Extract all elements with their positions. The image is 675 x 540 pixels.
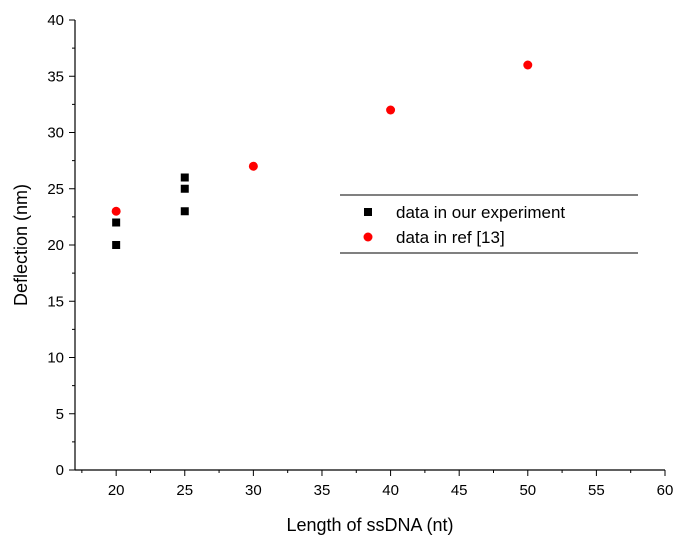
legend-label-our-experiment: data in our experiment <box>396 203 565 222</box>
y-tick-label: 30 <box>47 125 64 142</box>
x-tick-label: 25 <box>176 482 193 499</box>
point-series-0 <box>180 207 189 216</box>
point-series-1 <box>386 105 396 115</box>
x-tick-label: 55 <box>588 482 605 499</box>
x-ticks: 20 25 30 35 40 45 50 55 60 <box>81 470 674 499</box>
point-series-1 <box>523 60 533 70</box>
x-tick-label: 50 <box>519 482 536 499</box>
point-series-0 <box>112 241 121 249</box>
y-tick-label: 15 <box>47 293 64 310</box>
x-tick-label: 30 <box>245 482 262 499</box>
y-tick-label: 35 <box>47 68 64 85</box>
axes <box>74 20 665 471</box>
y-tick-label: 25 <box>47 181 64 198</box>
x-tick-label: 20 <box>108 482 125 499</box>
y-tick-label: 40 <box>47 12 64 29</box>
x-tick-label: 45 <box>451 482 468 499</box>
x-axis-title: Length of ssDNA (nt) <box>286 515 453 535</box>
legend-label-ref-13: data in ref [13] <box>396 228 505 247</box>
x-tick-label: 40 <box>382 482 399 499</box>
x-tick-label: 35 <box>314 482 331 499</box>
data-points <box>111 60 533 249</box>
y-tick-label: 20 <box>47 237 64 254</box>
y-ticks: 0 5 10 15 20 25 30 35 40 <box>47 12 75 479</box>
point-series-0 <box>180 173 189 182</box>
y-tick-label: 10 <box>47 350 64 367</box>
y-tick-label: 5 <box>56 406 64 423</box>
point-series-0 <box>112 218 121 227</box>
point-series-1 <box>111 206 121 216</box>
point-series-0 <box>180 184 189 193</box>
legend: data in our experiment data in ref [13] <box>340 194 638 254</box>
point-series-1 <box>248 161 258 171</box>
y-axis-title: Deflection (nm) <box>11 184 31 306</box>
x-tick-label: 60 <box>657 482 674 499</box>
y-tick-label: 0 <box>56 462 64 479</box>
legend-marker-ref-13 <box>363 232 373 242</box>
legend-marker-our-experiment <box>364 208 372 216</box>
